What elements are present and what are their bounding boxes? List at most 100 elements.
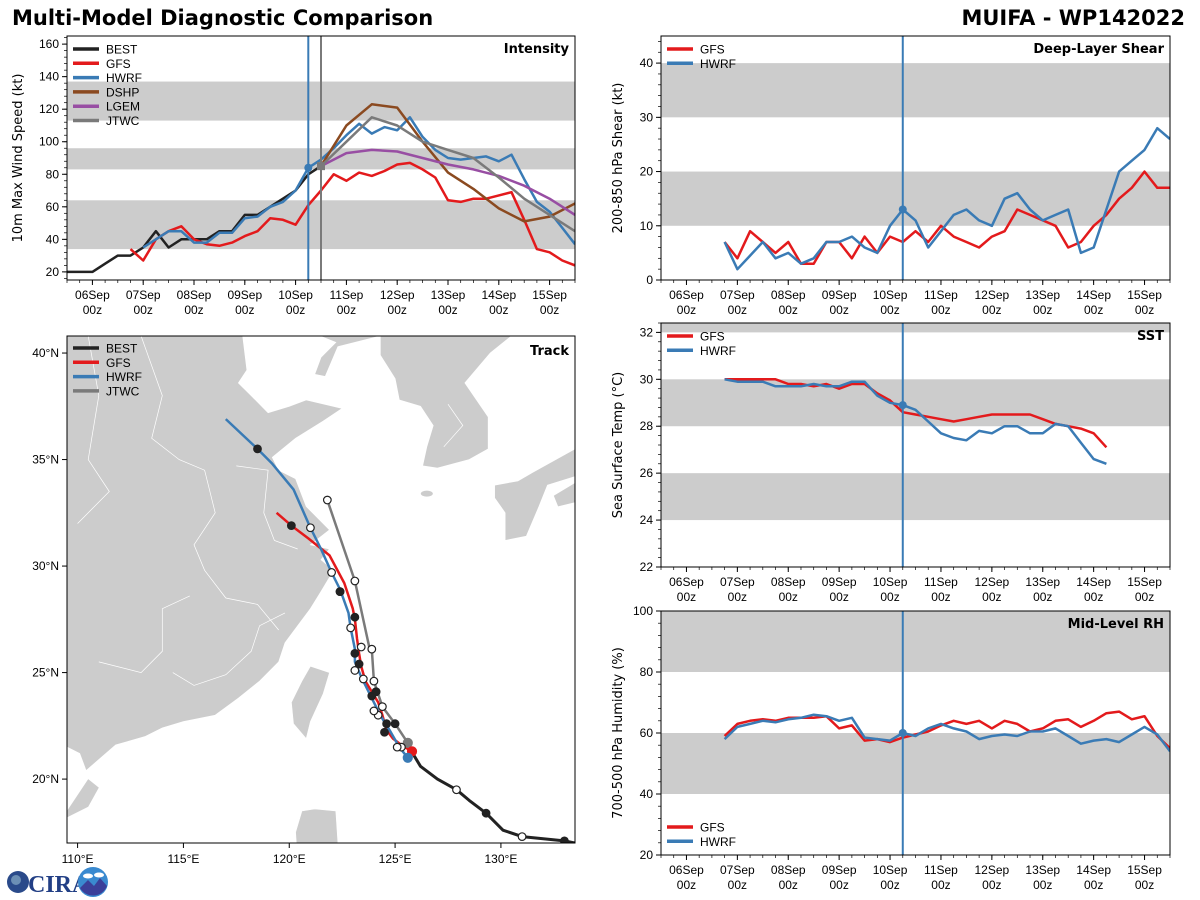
x-tick-label: 00z: [779, 878, 798, 892]
x-tick-label: 00z: [931, 878, 950, 892]
x-tick-label: 07Sep: [720, 288, 755, 302]
x-tick-label: 14Sep: [1076, 575, 1111, 589]
x-tick-label: 08Sep: [771, 863, 806, 877]
y-tick-label: 25°N: [32, 666, 59, 680]
y-tick-label: 80: [640, 665, 654, 679]
track-point-open: [517, 832, 527, 842]
x-tick-label: 00z: [134, 303, 153, 317]
x-tick-label: 125°E: [379, 852, 412, 866]
x-tick-label: 11Sep: [329, 288, 363, 302]
x-tick-label: 14Sep: [1076, 288, 1111, 302]
track-point-open: [346, 623, 356, 633]
y-tick-label: 32: [640, 325, 654, 339]
x-tick-label: 00z: [982, 590, 1001, 604]
x-tick-label: 10Sep: [873, 288, 908, 302]
x-tick-label: 12Sep: [974, 575, 1009, 589]
series-line-gfs: [724, 378, 1108, 449]
x-tick-label: 07Sep: [720, 863, 755, 877]
x-tick-label: 00z: [677, 590, 696, 604]
track-point-open: [452, 785, 461, 795]
track-line-best: [410, 748, 575, 843]
x-tick-label: 130°E: [485, 852, 518, 866]
x-tick-label: 12Sep: [974, 863, 1009, 877]
track-point-filled: [367, 691, 377, 701]
track-point-filled: [335, 587, 345, 597]
init-point: [898, 401, 907, 410]
panel-track: 110°E 115°E 120°E 125°E 130°E 20°N 25°N 30°N 35°…: [32, 335, 576, 866]
panel-rh: 2040608010006Sep00z07Sep00z08Sep00z09Sep…: [611, 604, 1171, 892]
y-tick-label: 30: [640, 110, 654, 124]
x-tick-label: 09Sep: [822, 575, 857, 589]
x-tick-label: 00z: [728, 303, 747, 317]
track-point-filled: [390, 719, 400, 729]
storm-title: MUIFA - WP142022: [961, 6, 1185, 30]
legend-label-gfs: GFS: [106, 57, 131, 71]
track-line-jtwc: [326, 499, 409, 744]
admin-border: [98, 595, 190, 673]
x-tick-label: 00z: [1084, 303, 1103, 317]
track-point-open: [358, 674, 368, 684]
x-tick-label: 00z: [677, 878, 696, 892]
x-tick-label: 10Sep: [278, 288, 313, 302]
y-tick-label: 140: [39, 70, 59, 84]
x-tick-label: 00z: [982, 303, 1001, 317]
x-tick-label: 11Sep: [924, 575, 958, 589]
panel-sst: 22242628303206Sep00z07Sep00z08Sep00z09Se…: [611, 322, 1171, 604]
y-tick-label: 26: [640, 466, 654, 480]
y-tick-label: 80: [46, 167, 60, 181]
shaded-band: [661, 171, 1170, 226]
x-tick-label: 00z: [829, 303, 848, 317]
track-point-filled: [350, 612, 360, 622]
plot-frame: [660, 322, 1171, 568]
land-luzon: [295, 808, 339, 843]
series-line-lgem: [320, 148, 575, 216]
legend-label-dshp: DSHP: [106, 85, 139, 99]
x-tick-label: 00z: [1135, 878, 1154, 892]
track-point-open: [327, 568, 336, 577]
y-axis-label: 200-850 hPa Shear (kt): [611, 83, 626, 234]
y-tick-label: 35°N: [32, 453, 59, 467]
y-tick-label: 30: [640, 372, 654, 386]
series-line-hwrf: [142, 116, 575, 249]
y-tick-label: 60: [640, 726, 654, 740]
x-tick-label: 13Sep: [1025, 288, 1060, 302]
admin-border: [140, 336, 279, 631]
y-tick-label: 120: [39, 102, 59, 116]
shaded-band: [661, 63, 1170, 118]
y-tick-label: 20: [640, 165, 654, 179]
x-tick-label: 00z: [728, 590, 747, 604]
plot-frame: [66, 335, 576, 844]
x-tick-label: 06Sep: [669, 863, 704, 877]
track-point-open: [350, 666, 360, 675]
y-tick-label: 20: [640, 848, 654, 862]
y-tick-label: 160: [39, 37, 59, 51]
shaded-band: [661, 733, 1170, 794]
legend-label-hwrf: HWRF: [106, 370, 142, 384]
track-point-filled: [380, 727, 389, 737]
x-tick-label: 00z: [286, 303, 305, 317]
legend-label-hwrf: HWRF: [106, 71, 142, 85]
x-tick-label: 06Sep: [75, 288, 110, 302]
panel-title: Intensity: [504, 42, 570, 57]
x-tick-label: 15Sep: [532, 288, 567, 302]
series-line-hwrf: [724, 378, 1107, 465]
legend-label-hwrf: HWRF: [700, 57, 736, 71]
y-tick-label: 24: [640, 513, 654, 527]
x-tick-label: 15Sep: [1127, 288, 1162, 302]
panel-title: Mid-Level RH: [1068, 617, 1164, 632]
track-point-open: [356, 642, 366, 652]
track-point-open: [322, 495, 332, 505]
x-tick-label: 09Sep: [822, 288, 857, 302]
x-tick-label: 00z: [677, 303, 696, 317]
page-title: Multi-Model Diagnostic Comparison: [12, 6, 434, 30]
track-point-filled: [481, 808, 491, 818]
series-line-gfs: [723, 170, 1170, 265]
x-tick-label: 12Sep: [380, 288, 415, 302]
panel-shear: 01020304006Sep00z07Sep00z08Sep00z09Sep00…: [611, 35, 1171, 317]
x-tick-label: 00z: [235, 303, 254, 317]
shaded-band: [661, 611, 1170, 672]
